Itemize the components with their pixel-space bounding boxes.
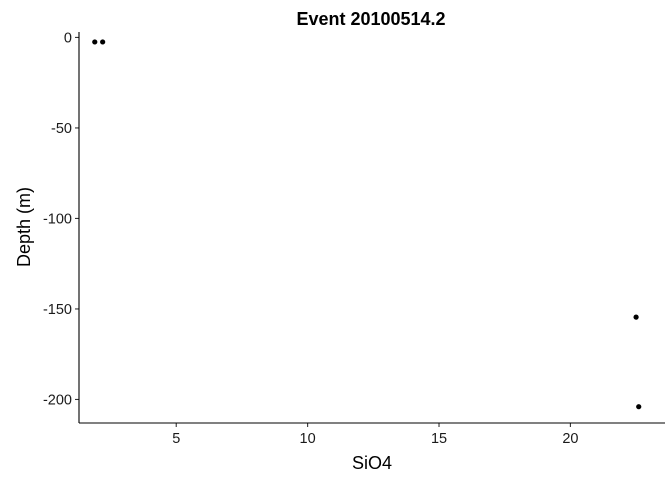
data-point bbox=[633, 314, 639, 320]
x-tick-label: 20 bbox=[562, 431, 578, 447]
chart-title: Event 20100514.2 bbox=[296, 9, 445, 29]
x-tick-label: 5 bbox=[172, 431, 180, 447]
y-tick-label: -50 bbox=[51, 121, 72, 137]
data-point bbox=[100, 39, 106, 45]
data-point bbox=[92, 39, 98, 45]
y-axis-ticks: 0 -50 -100 -150 -200 bbox=[43, 30, 79, 408]
y-tick-label: -200 bbox=[43, 392, 72, 408]
data-point bbox=[636, 404, 642, 410]
y-axis-title: Depth (m) bbox=[14, 187, 34, 267]
x-axis-title: SiO4 bbox=[352, 453, 392, 473]
x-axis-ticks: 5 10 15 20 bbox=[172, 423, 578, 447]
y-tick-label: -100 bbox=[43, 211, 72, 227]
x-tick-label: 15 bbox=[431, 431, 447, 447]
y-tick-label: 0 bbox=[64, 30, 72, 46]
x-tick-label: 10 bbox=[300, 431, 316, 447]
data-points bbox=[92, 39, 642, 410]
y-tick-label: -150 bbox=[43, 302, 72, 318]
